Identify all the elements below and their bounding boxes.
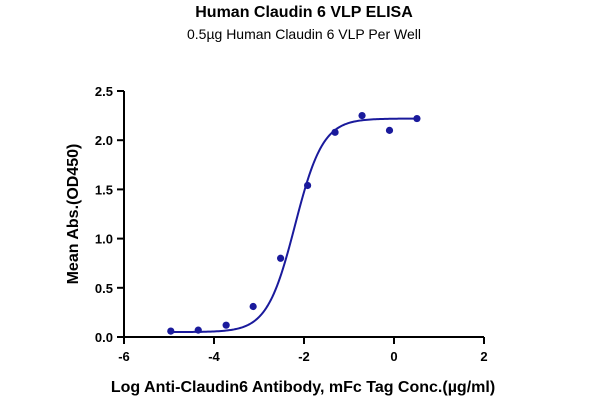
y-tick-label: 1.0 (95, 232, 113, 247)
fit-layer (170, 117, 417, 334)
data-point (249, 302, 257, 311)
y-tick-label: 0.0 (95, 330, 113, 345)
data-point (385, 126, 394, 134)
y-axis-label: Mean Abs.(OD450) (65, 144, 82, 285)
x-axis-label: Log Anti-Claudin6 Antibody, mFc Tag Conc… (111, 379, 495, 396)
fit-curve (170, 117, 417, 334)
data-point (358, 112, 366, 120)
data-point (304, 181, 312, 190)
data-point (331, 128, 339, 136)
data-point (194, 326, 202, 334)
y-axis-ticks: 0.0 0.5 1.0 1.5 2.0 2.5 (95, 84, 124, 345)
chart-subtitle: 0.5µg Human Claudin 6 VLP Per Well (187, 26, 421, 42)
x-tick-label: -4 (208, 349, 220, 364)
data-point (277, 254, 285, 262)
x-tick-label: 2 (480, 349, 487, 364)
x-tick-label: -2 (298, 349, 310, 364)
x-tick-label: -6 (118, 349, 130, 364)
y-tick-label: 2.5 (95, 84, 113, 99)
x-tick-label: 0 (390, 349, 397, 364)
data-point (222, 321, 230, 329)
y-tick-label: 0.5 (95, 281, 113, 296)
y-tick-label: 1.5 (95, 182, 113, 197)
points-layer (167, 112, 421, 335)
x-axis-ticks: -6 -4 -2 0 2 (118, 337, 488, 364)
axes (123, 91, 484, 338)
chart-title: Human Claudin 6 VLP ELISA (195, 4, 413, 21)
y-tick-label: 2.0 (95, 133, 113, 148)
data-point (413, 114, 421, 123)
data-point (167, 327, 175, 335)
